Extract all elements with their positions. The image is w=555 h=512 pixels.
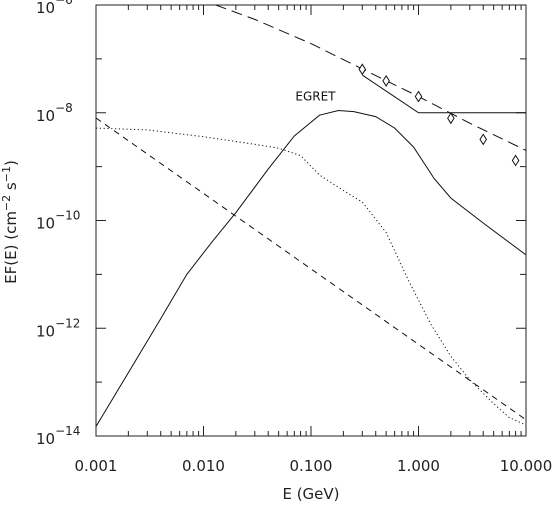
data-markers bbox=[358, 63, 520, 167]
y-tick-label: 10−12 bbox=[36, 316, 80, 340]
y-tick-label-exp: −10 bbox=[55, 209, 80, 223]
plot-border bbox=[95, 4, 527, 437]
y-tick-label: 10−14 bbox=[36, 424, 80, 448]
y-tick-label-base: 10 bbox=[36, 322, 55, 340]
y-axis-label: EF(E) (cm−2 s−1) bbox=[0, 160, 20, 284]
diamond-marker bbox=[447, 112, 455, 125]
x-tick-label: 10.000 bbox=[500, 457, 553, 475]
series-line-long-dash bbox=[215, 4, 527, 151]
y-axis-label-main: EF(E) (cm bbox=[2, 211, 20, 284]
x-tick-label: 0.100 bbox=[290, 457, 333, 475]
series-line-solid bbox=[95, 109, 527, 427]
y-axis-label-end: ) bbox=[2, 160, 20, 166]
egret-annotation: EGRET bbox=[295, 90, 336, 104]
y-tick-label-base: 10 bbox=[36, 215, 55, 233]
y-tick-label-base: 10 bbox=[36, 107, 55, 125]
x-tick-labels: 0.001 0.010 0.100 1.000 10.000 bbox=[75, 457, 553, 475]
y-tick-label: 10−6 bbox=[36, 0, 73, 17]
series-line-short-dash bbox=[95, 117, 527, 421]
diamond-marker bbox=[511, 154, 520, 167]
y-tick-label-base: 10 bbox=[36, 430, 55, 448]
y-tick-label-exp: −14 bbox=[55, 424, 80, 438]
y-tick-label-base: 10 bbox=[36, 0, 55, 17]
y-axis-label-mid: s bbox=[2, 182, 20, 195]
y-axis-label-exp1: −2 bbox=[0, 195, 13, 211]
x-tick-label: 0.010 bbox=[182, 457, 225, 475]
series-lines bbox=[95, 4, 527, 427]
y-tick-label-exp: −12 bbox=[55, 316, 80, 330]
x-axis-label: E (GeV) bbox=[282, 485, 339, 503]
diamond-marker bbox=[414, 90, 423, 103]
series-line-solid bbox=[362, 74, 526, 114]
y-tick-label: 10−8 bbox=[36, 101, 73, 125]
plot-frame bbox=[95, 4, 527, 437]
y-tick-label-exp: −8 bbox=[55, 101, 73, 115]
series-line-dotted bbox=[95, 127, 527, 426]
diamond-marker bbox=[358, 63, 367, 76]
y-tick-label-exp: −6 bbox=[55, 0, 73, 7]
y-tick-label: 10−10 bbox=[36, 209, 80, 233]
x-tick-label: 1.000 bbox=[397, 457, 440, 475]
diamond-marker bbox=[382, 74, 390, 87]
diamond-marker bbox=[479, 133, 488, 146]
x-tick-label: 0.001 bbox=[75, 457, 118, 475]
axis-ticks bbox=[95, 4, 527, 437]
y-axis-label-exp2: −1 bbox=[0, 166, 13, 182]
